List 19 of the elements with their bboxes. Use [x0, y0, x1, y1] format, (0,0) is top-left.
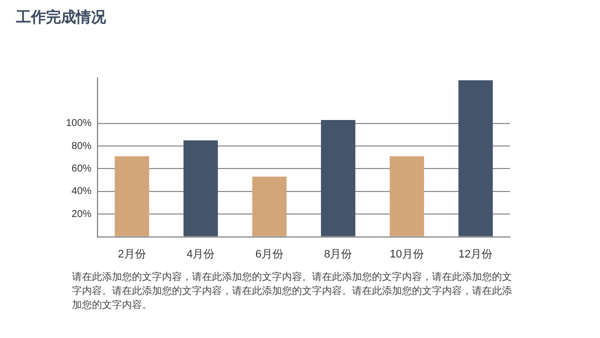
chart-title: 工作完成情况 — [16, 8, 106, 27]
text: 请在此添加您的文字内容，请在此添加您的文字内容。请在此添加您的文字内容，请在此添加您的文字内容。请在此添加您的文字内容，请在此添加您的文字内容。请在此添加您的文字内容，请在此添加您的文字内容。 — [72, 271, 512, 313]
x-tick-label: 6月份 — [255, 248, 284, 260]
bar — [320, 120, 356, 236]
x-tick-label: 10月份 — [390, 248, 424, 260]
x-tick-label: 12月份 — [458, 248, 493, 260]
y-tick-label: 80% — [72, 140, 92, 152]
bar — [252, 176, 287, 236]
x-tick-label: 4月份 — [186, 248, 215, 260]
y-tick-label: 40% — [72, 186, 92, 198]
y-tick-label: 20% — [72, 208, 92, 220]
bar — [114, 156, 150, 236]
bar — [184, 140, 218, 236]
y-tick-label: 100% — [66, 118, 92, 130]
bar — [390, 156, 424, 236]
bar — [458, 80, 493, 236]
y-tick-label: 60% — [72, 163, 92, 174]
x-tick-label: 2月份 — [118, 248, 146, 260]
x-tick-label: 8月份 — [324, 248, 352, 260]
